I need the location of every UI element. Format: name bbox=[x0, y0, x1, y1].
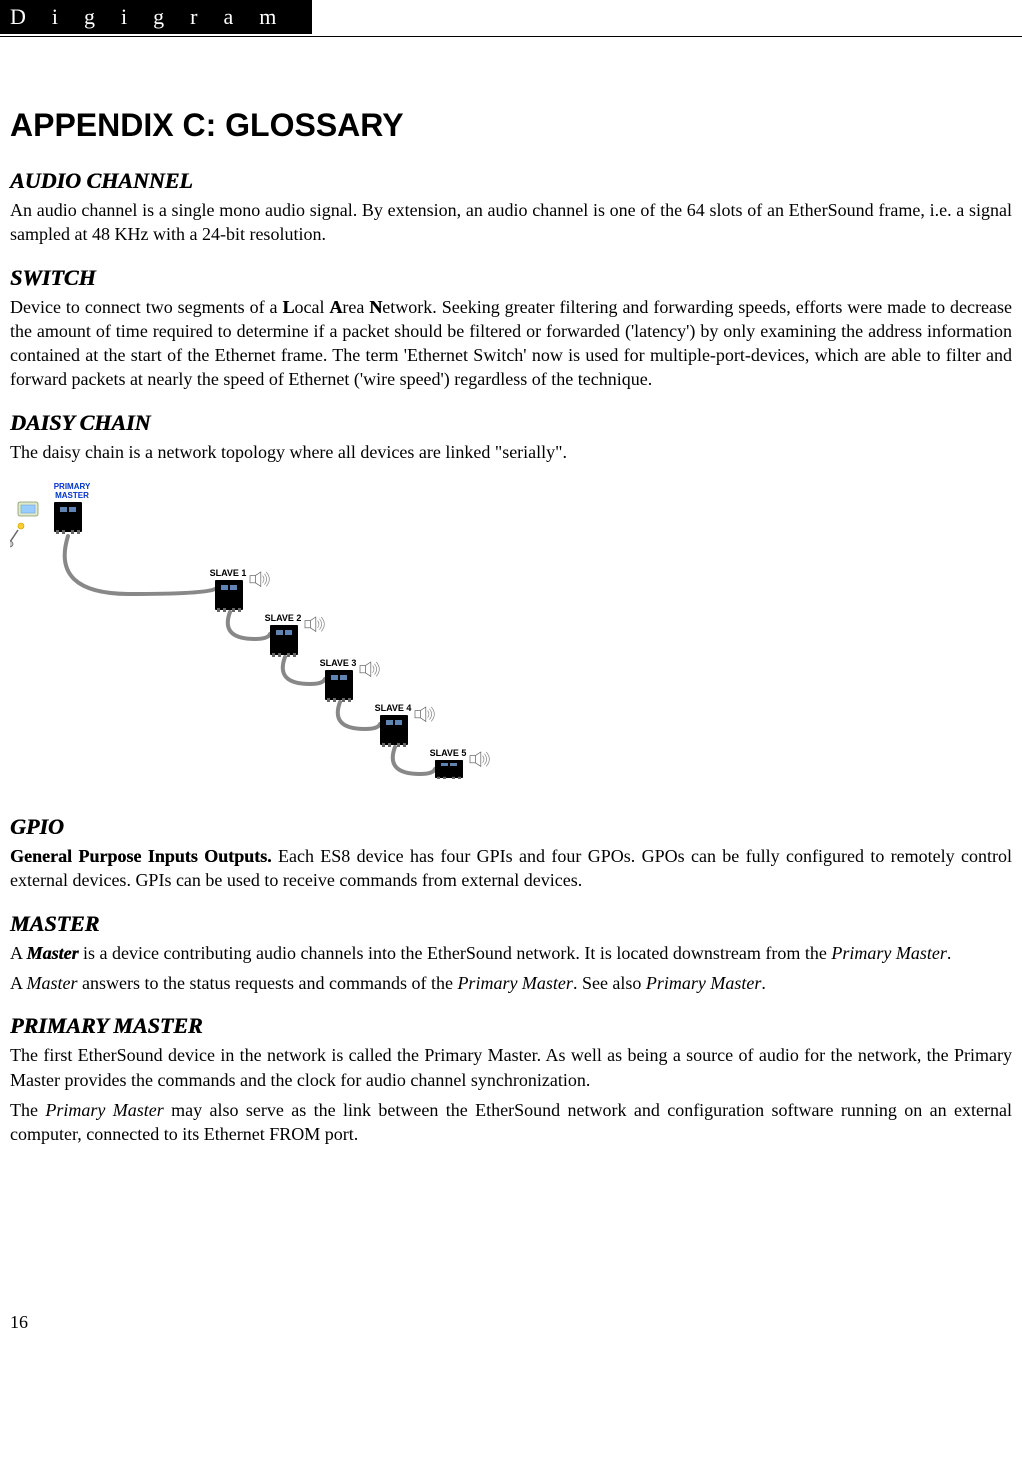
brand-header: Digigram bbox=[0, 0, 312, 34]
svg-text:SLAVE 4: SLAVE 4 bbox=[375, 703, 412, 713]
term-heading-switch: SWITCH bbox=[10, 265, 1012, 291]
term-body-audio-channel: An audio channel is a single mono audio … bbox=[10, 198, 1012, 247]
page-footer: 16 bbox=[0, 1312, 1022, 1352]
svg-text:MASTER: MASTER bbox=[55, 491, 89, 500]
svg-text:SLAVE 1: SLAVE 1 bbox=[210, 568, 247, 578]
term-body-gpio: General Purpose Inputs Outputs. Each ES8… bbox=[10, 844, 1012, 893]
term-heading-audio-channel: AUDIO CHANNEL bbox=[10, 168, 1012, 194]
daisy-chain-diagram: ES bbox=[10, 474, 1012, 784]
term-heading-primary-master: PRIMARY MASTER bbox=[10, 1013, 1012, 1039]
svg-text:SLAVE 5: SLAVE 5 bbox=[430, 748, 467, 758]
term-body-primary-master-p2: The Primary Master may also serve as the… bbox=[10, 1098, 1012, 1147]
page-number: 16 bbox=[10, 1312, 28, 1333]
term-body-daisy-chain: The daisy chain is a network topology wh… bbox=[10, 440, 1012, 464]
term-heading-master: MASTER bbox=[10, 911, 1012, 937]
svg-text:SLAVE 3: SLAVE 3 bbox=[320, 658, 357, 668]
term-body-master-p1: A Master is a device contributing audio … bbox=[10, 941, 1012, 965]
page-content: APPENDIX C: GLOSSARY AUDIO CHANNEL An au… bbox=[0, 37, 1022, 1162]
svg-text:SLAVE 2: SLAVE 2 bbox=[265, 613, 302, 623]
term-body-master-p2: A Master answers to the status requests … bbox=[10, 971, 1012, 995]
term-body-primary-master-p1: The first EtherSound device in the netwo… bbox=[10, 1043, 1012, 1092]
term-heading-daisy-chain: DAISY CHAIN bbox=[10, 410, 1012, 436]
svg-text:PRIMARY: PRIMARY bbox=[54, 482, 91, 491]
term-heading-gpio: GPIO bbox=[10, 814, 1012, 840]
term-body-switch: Device to connect two segments of a Loca… bbox=[10, 295, 1012, 392]
page-title: APPENDIX C: GLOSSARY bbox=[10, 107, 1012, 144]
